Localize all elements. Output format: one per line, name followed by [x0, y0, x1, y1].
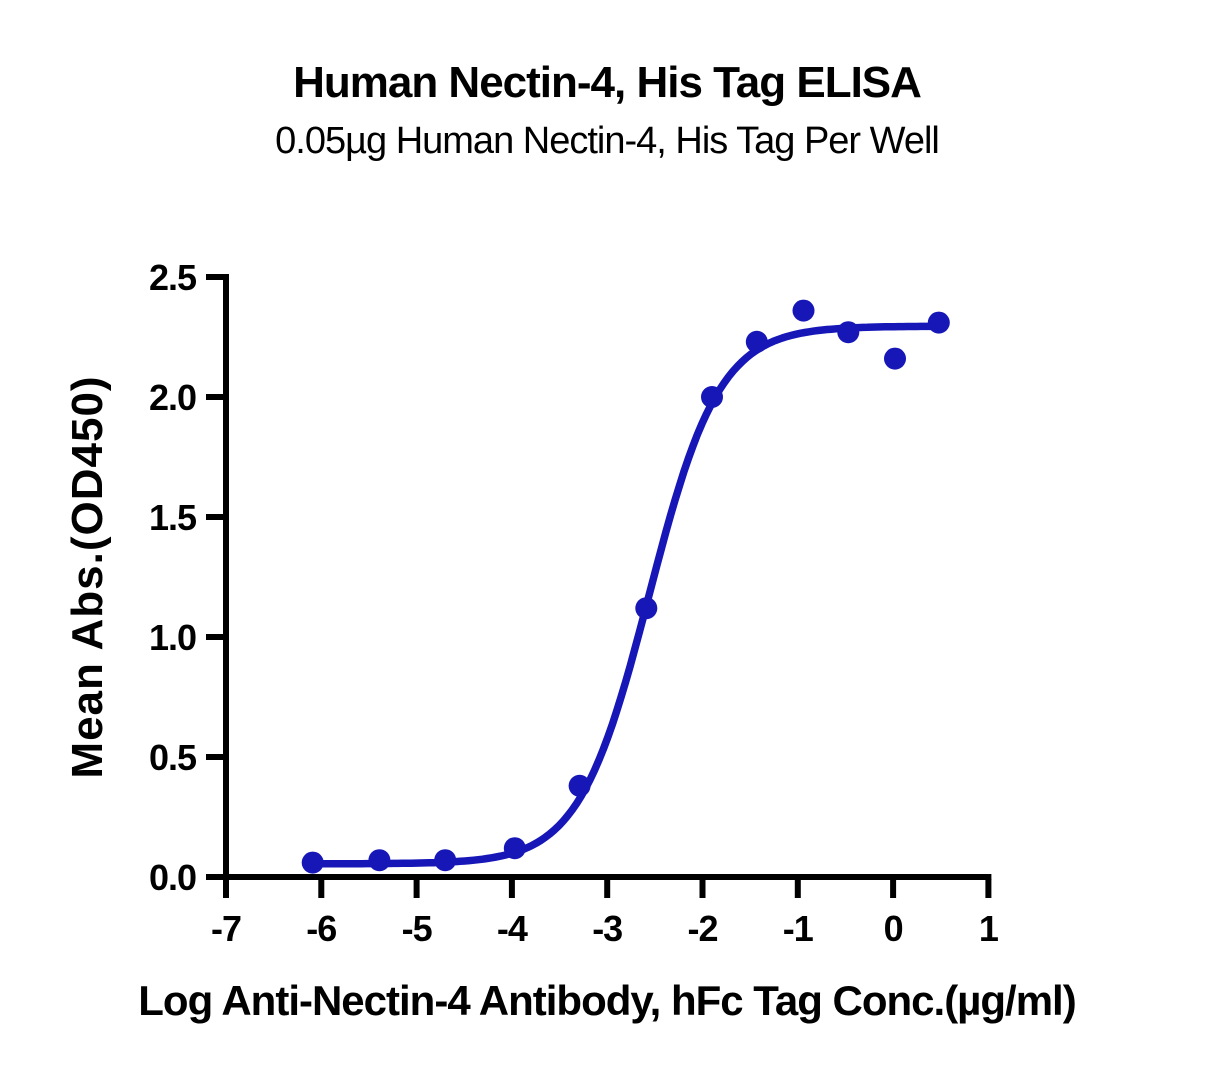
chart-subtitle: 0.05µg Human Nectin-4, His Tag Per Well: [275, 120, 939, 162]
x-tick-label: -6: [306, 908, 336, 949]
y-tick-label: 1.5: [149, 497, 197, 538]
y-tick-label: 0.5: [149, 737, 197, 778]
data-point: [792, 299, 815, 322]
x-tick-label: 0: [884, 908, 903, 949]
x-tick-label: -2: [687, 908, 717, 949]
x-tick-label: -5: [402, 908, 433, 949]
data-point: [837, 321, 860, 344]
chart-title: Human Nectin-4, His Tag ELISA: [293, 58, 921, 107]
y-tick-label: 2.0: [149, 377, 196, 418]
y-tick-label: 1.0: [149, 617, 196, 658]
data-point: [635, 597, 658, 620]
data-point: [927, 311, 950, 334]
y-tick-label: 0.0: [149, 857, 196, 898]
data-point: [701, 386, 723, 408]
x-tick-label: -1: [783, 908, 814, 949]
y-tick-label: 2.5: [149, 257, 197, 298]
plot-area: 0.0 0.5 1.0 1.5 2.0 2.5 -7 -6 -5 -4 -3 -2 -1 0 1: [149, 257, 1000, 949]
data-point: [884, 347, 906, 370]
data-point: [503, 837, 526, 860]
x-tick-label: -7: [211, 908, 241, 949]
data-point: [745, 330, 768, 353]
y-axis-label: Mean Abs.(OD450): [63, 375, 112, 778]
x-tick-label: 1: [979, 908, 999, 949]
x-axis-label: Log Anti-Nectin-4 Antibody, hFc Tag Conc…: [138, 977, 1075, 1024]
data-point: [434, 849, 457, 872]
x-tick-label: -4: [497, 908, 528, 949]
x-tick-label: -3: [592, 908, 622, 949]
data-point: [368, 849, 391, 872]
fit-curve: [308, 322, 943, 868]
data-point: [568, 774, 591, 797]
data-point: [301, 851, 324, 874]
